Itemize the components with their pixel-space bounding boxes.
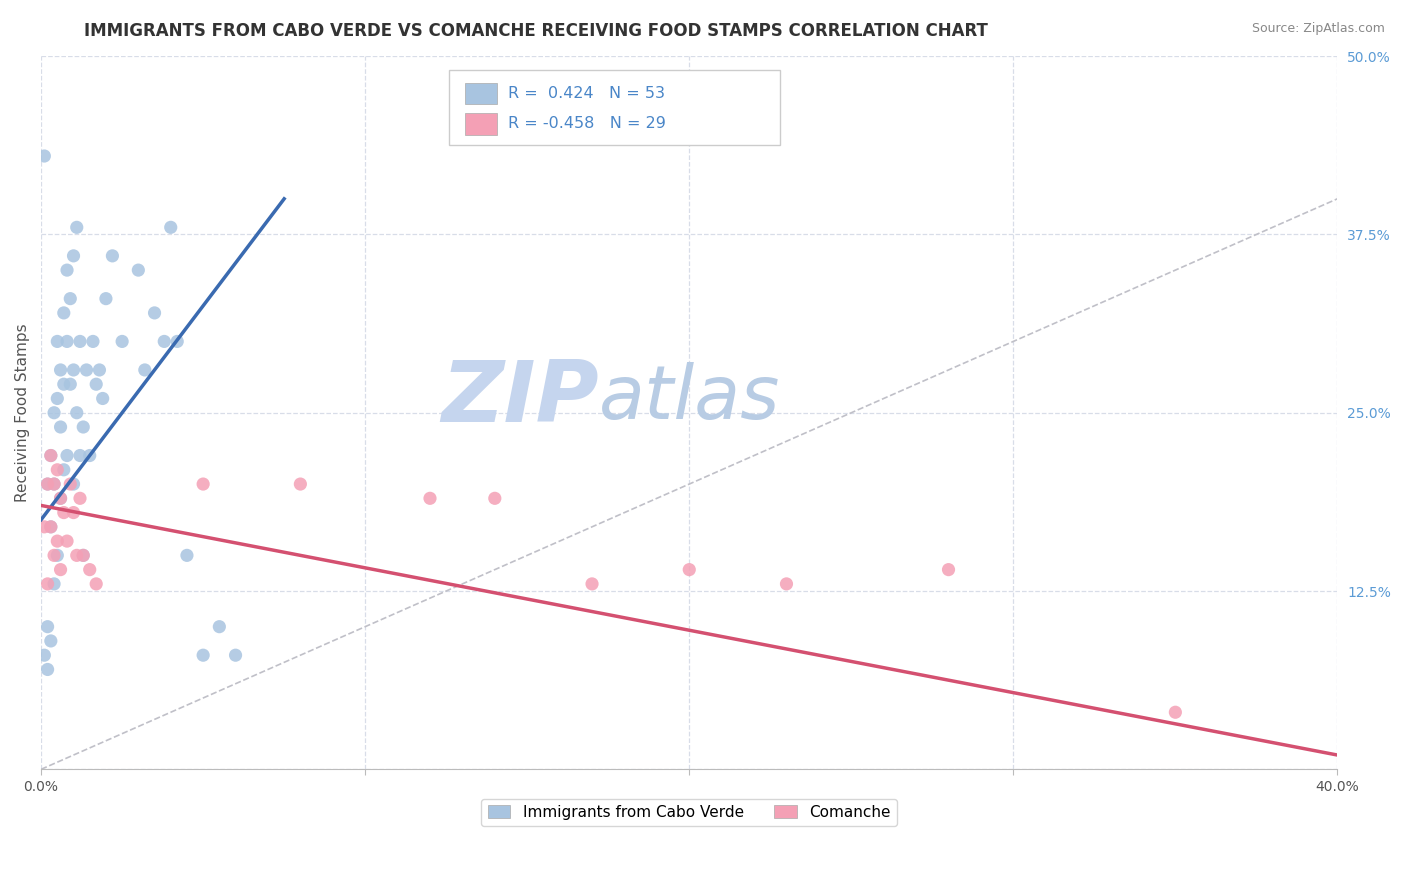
Point	[37, 477, 59, 491]
Point	[59, 292, 82, 306]
Point	[34, 648, 56, 663]
Y-axis label: Receiving Food Stamps: Receiving Food Stamps	[15, 324, 30, 502]
Point	[484, 491, 506, 506]
Point	[37, 477, 59, 491]
Point	[82, 334, 104, 349]
Point	[42, 406, 65, 420]
Point	[419, 491, 441, 506]
Point	[76, 363, 98, 377]
Point	[46, 463, 69, 477]
Point	[46, 534, 69, 549]
Point	[56, 334, 79, 349]
Text: atlas: atlas	[599, 362, 780, 434]
Point	[72, 549, 94, 563]
Point	[134, 363, 156, 377]
Point	[159, 220, 181, 235]
Point	[176, 549, 198, 563]
Point	[775, 577, 797, 591]
Point	[69, 491, 91, 506]
Point	[49, 491, 72, 506]
Point	[143, 306, 166, 320]
Point	[56, 263, 79, 277]
Text: ZIP: ZIP	[441, 357, 599, 440]
Point	[59, 377, 82, 392]
Point	[678, 563, 700, 577]
Point	[37, 620, 59, 634]
Point	[94, 292, 117, 306]
Point	[1164, 705, 1187, 719]
Point	[42, 477, 65, 491]
Point	[89, 363, 111, 377]
Point	[72, 549, 94, 563]
Point	[62, 477, 84, 491]
Point	[46, 392, 69, 406]
Point	[42, 477, 65, 491]
Point	[938, 563, 960, 577]
Point	[66, 220, 89, 235]
Point	[191, 477, 214, 491]
Point	[290, 477, 312, 491]
Point	[225, 648, 247, 663]
Point	[42, 577, 65, 591]
Point	[111, 334, 134, 349]
Point	[56, 534, 79, 549]
Point	[69, 334, 91, 349]
Point	[66, 549, 89, 563]
Point	[39, 449, 62, 463]
FancyBboxPatch shape	[465, 83, 498, 104]
Point	[39, 520, 62, 534]
Point	[46, 334, 69, 349]
Point	[79, 563, 101, 577]
Point	[79, 449, 101, 463]
Point	[62, 506, 84, 520]
Point	[52, 306, 75, 320]
Point	[39, 634, 62, 648]
Point	[581, 577, 603, 591]
Point	[37, 577, 59, 591]
Point	[84, 577, 107, 591]
Point	[42, 549, 65, 563]
Point	[84, 377, 107, 392]
Point	[208, 620, 231, 634]
Point	[52, 377, 75, 392]
FancyBboxPatch shape	[465, 113, 498, 135]
Text: Source: ZipAtlas.com: Source: ZipAtlas.com	[1251, 22, 1385, 36]
Point	[52, 463, 75, 477]
Point	[34, 520, 56, 534]
Point	[153, 334, 176, 349]
Point	[49, 491, 72, 506]
FancyBboxPatch shape	[450, 70, 780, 145]
Point	[191, 648, 214, 663]
Point	[69, 449, 91, 463]
Point	[46, 549, 69, 563]
Point	[49, 363, 72, 377]
Point	[66, 406, 89, 420]
Legend: Immigrants from Cabo Verde, Comanche: Immigrants from Cabo Verde, Comanche	[481, 798, 897, 826]
Text: R = -0.458   N = 29: R = -0.458 N = 29	[508, 117, 665, 131]
Point	[59, 477, 82, 491]
Point	[37, 663, 59, 677]
Point	[91, 392, 114, 406]
Point	[62, 249, 84, 263]
Point	[39, 520, 62, 534]
Point	[56, 449, 79, 463]
Point	[127, 263, 149, 277]
Point	[34, 149, 56, 163]
Text: IMMIGRANTS FROM CABO VERDE VS COMANCHE RECEIVING FOOD STAMPS CORRELATION CHART: IMMIGRANTS FROM CABO VERDE VS COMANCHE R…	[84, 22, 988, 40]
Point	[49, 563, 72, 577]
Text: R =  0.424   N = 53: R = 0.424 N = 53	[508, 86, 665, 101]
Point	[166, 334, 188, 349]
Point	[39, 449, 62, 463]
Point	[101, 249, 124, 263]
Point	[49, 420, 72, 434]
Point	[72, 420, 94, 434]
Point	[52, 506, 75, 520]
Point	[62, 363, 84, 377]
